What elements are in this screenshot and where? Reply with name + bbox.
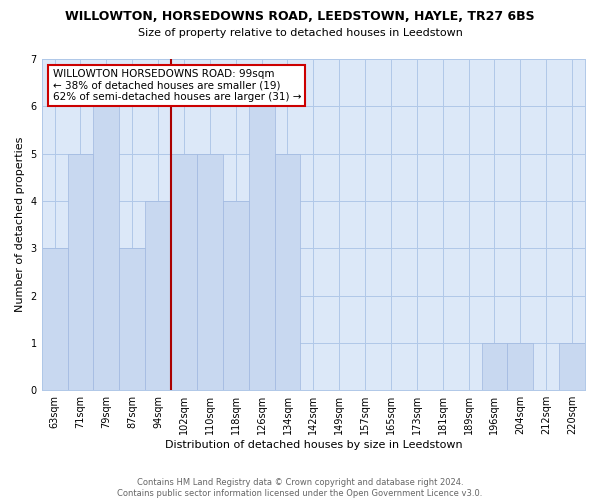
Bar [559,343,585,390]
X-axis label: Distribution of detached houses by size in Leedstown: Distribution of detached houses by size … [164,440,462,450]
Text: Contains HM Land Registry data © Crown copyright and database right 2024.
Contai: Contains HM Land Registry data © Crown c… [118,478,482,498]
Bar [508,343,533,390]
Text: WILLOWTON, HORSEDOWNS ROAD, LEEDSTOWN, HAYLE, TR27 6BS: WILLOWTON, HORSEDOWNS ROAD, LEEDSTOWN, H… [65,10,535,23]
Bar [275,154,301,390]
Bar [41,248,68,390]
Text: WILLOWTON HORSEDOWNS ROAD: 99sqm
← 38% of detached houses are smaller (19)
62% o: WILLOWTON HORSEDOWNS ROAD: 99sqm ← 38% o… [53,69,301,102]
Y-axis label: Number of detached properties: Number of detached properties [15,137,25,312]
Bar [171,154,197,390]
Bar [223,201,248,390]
Bar [68,154,94,390]
Bar [145,201,171,390]
Bar [197,154,223,390]
Bar [119,248,145,390]
Text: Size of property relative to detached houses in Leedstown: Size of property relative to detached ho… [137,28,463,38]
Bar [482,343,508,390]
Bar [248,106,275,390]
Bar [94,106,119,390]
